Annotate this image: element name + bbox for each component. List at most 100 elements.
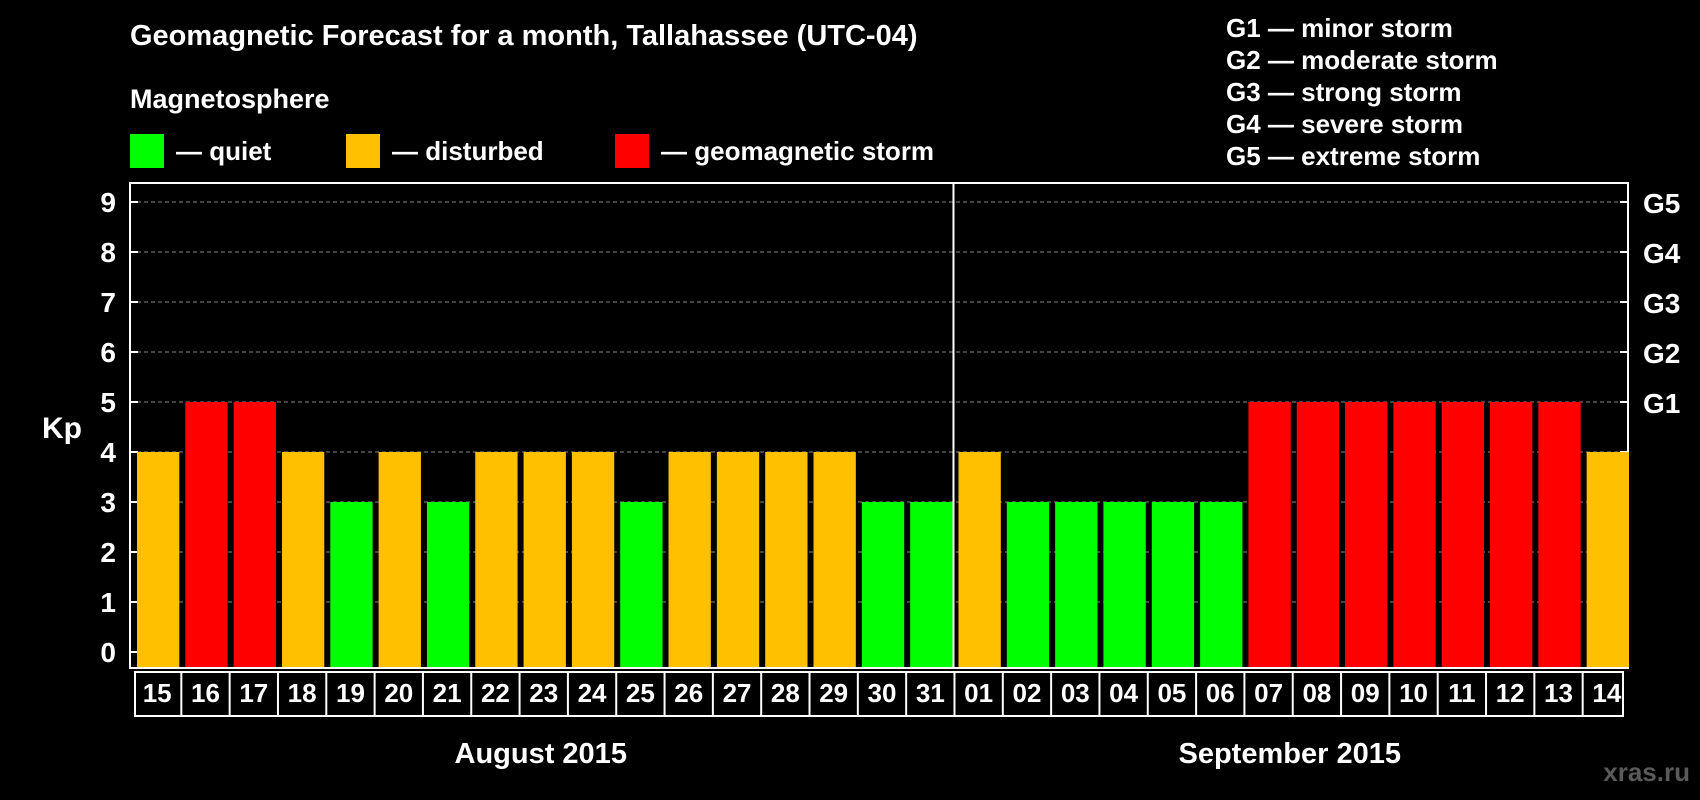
- x-tick-label: 24: [578, 678, 607, 708]
- x-tick-label: 03: [1061, 678, 1090, 708]
- y-tick-label: 1: [100, 587, 116, 618]
- y-tick-label: 3: [100, 487, 116, 518]
- legend-swatch-storm: [615, 134, 649, 168]
- x-tick-label: 19: [336, 678, 365, 708]
- bar-14: [1586, 452, 1629, 667]
- bar-30: [861, 502, 905, 667]
- bar-29: [813, 452, 856, 667]
- bar-22: [475, 452, 518, 667]
- legend-swatch-disturbed: [346, 134, 380, 168]
- x-tick-label: 28: [771, 678, 800, 708]
- bar-10: [1393, 402, 1436, 667]
- bar-03: [1055, 502, 1098, 667]
- x-tick-label: 27: [723, 678, 752, 708]
- bar-01: [958, 452, 1001, 667]
- bar-25: [620, 502, 663, 667]
- bar-02: [1006, 502, 1050, 667]
- right-axis-label-g4: G4: [1643, 238, 1681, 269]
- legend-disturbed: — disturbed: [346, 134, 544, 168]
- legend-swatch-quiet: [130, 134, 164, 168]
- x-tick-label: 08: [1302, 678, 1331, 708]
- legend-label-quiet: — quiet: [176, 135, 272, 166]
- bar-08: [1296, 402, 1340, 667]
- bar-26: [668, 452, 711, 667]
- legend-storm: — geomagnetic storm: [615, 134, 934, 168]
- x-tick-label: 26: [674, 678, 703, 708]
- watermark: xras.ru: [1603, 757, 1690, 787]
- bar-13: [1538, 402, 1581, 667]
- y-tick-label: 2: [100, 537, 116, 568]
- bar-04: [1103, 502, 1146, 667]
- y-tick-label: 7: [100, 287, 116, 318]
- x-tick-label: 23: [529, 678, 558, 708]
- x-tick-label: 09: [1351, 678, 1380, 708]
- x-tick-label: 04: [1109, 678, 1138, 708]
- x-tick-label: 16: [191, 678, 220, 708]
- y-tick-label: 5: [100, 387, 116, 418]
- bar-06: [1200, 502, 1243, 667]
- right-axis-label-g1: G1: [1643, 388, 1680, 419]
- x-tick-label: 20: [384, 678, 413, 708]
- y-axis-label: Kp: [42, 412, 82, 445]
- right-axis-label-g5: G5: [1643, 188, 1680, 219]
- x-tick-label: 30: [868, 678, 897, 708]
- bar-19: [330, 502, 373, 667]
- x-tick-label: 17: [239, 678, 268, 708]
- bar-23: [523, 452, 566, 667]
- x-tick-label: 15: [143, 678, 172, 708]
- y-tick-label: 9: [100, 187, 116, 218]
- x-tick-label: 31: [916, 678, 945, 708]
- bar-05: [1151, 502, 1195, 667]
- legend-label-storm: — geomagnetic storm: [661, 135, 935, 166]
- bar-18: [281, 452, 325, 667]
- x-tick-label: 18: [288, 678, 317, 708]
- right-axis-label-g2: G2: [1643, 338, 1680, 369]
- y-tick-label: 6: [100, 337, 116, 368]
- date-box-frame: [134, 671, 1624, 717]
- chart-title: Geomagnetic Forecast for a month, Tallah…: [130, 20, 918, 52]
- right-axis-label-g3: G3: [1643, 288, 1680, 319]
- storm-scale-g5: G5 — extreme storm: [1226, 141, 1481, 171]
- storm-scale-g3: G3 — strong storm: [1226, 77, 1462, 107]
- y-tick-label: 0: [100, 637, 116, 668]
- bar-15: [137, 452, 180, 667]
- bar-31: [910, 502, 953, 667]
- storm-scale-g1: G1 — minor storm: [1226, 13, 1453, 43]
- bar-20: [378, 452, 421, 667]
- legend-quiet: — quiet: [130, 134, 271, 168]
- legend-title: Magnetosphere: [130, 84, 330, 114]
- bar-21: [426, 502, 470, 667]
- month-label-1: September 2015: [1179, 738, 1401, 770]
- x-tick-label: 29: [819, 678, 848, 708]
- bar-28: [765, 452, 808, 667]
- x-tick-label: 01: [964, 678, 993, 708]
- bar-09: [1345, 402, 1388, 667]
- bar-11: [1441, 402, 1485, 667]
- x-tick-label: 21: [433, 678, 462, 708]
- bar-16: [185, 402, 228, 667]
- legend-label-disturbed: — disturbed: [392, 135, 544, 166]
- x-tick-label: 25: [626, 678, 655, 708]
- x-tick-label: 22: [481, 678, 510, 708]
- y-tick-label: 4: [100, 437, 116, 468]
- storm-scale-g2: G2 — moderate storm: [1226, 45, 1498, 75]
- month-label-0: August 2015: [455, 738, 627, 770]
- plot-frame: [129, 182, 1629, 669]
- x-tick-label: 13: [1544, 678, 1573, 708]
- x-tick-label: 05: [1157, 678, 1186, 708]
- x-tick-label: 06: [1206, 678, 1235, 708]
- x-tick-label: 07: [1254, 678, 1283, 708]
- x-tick-label: 10: [1399, 678, 1428, 708]
- x-tick-label: 11: [1448, 678, 1476, 708]
- bar-27: [716, 452, 760, 667]
- x-tick-label: 02: [1013, 678, 1042, 708]
- bar-07: [1248, 402, 1291, 667]
- storm-scale-g4: G4 — severe storm: [1226, 109, 1464, 139]
- y-tick-label: 8: [100, 237, 116, 268]
- bar-24: [571, 452, 615, 667]
- storm-scale-legend: G1 — minor storm G2 — moderate storm G3 …: [1226, 12, 1498, 172]
- bar-12: [1490, 402, 1533, 667]
- bar-17: [233, 402, 276, 667]
- x-tick-label: 12: [1496, 678, 1525, 708]
